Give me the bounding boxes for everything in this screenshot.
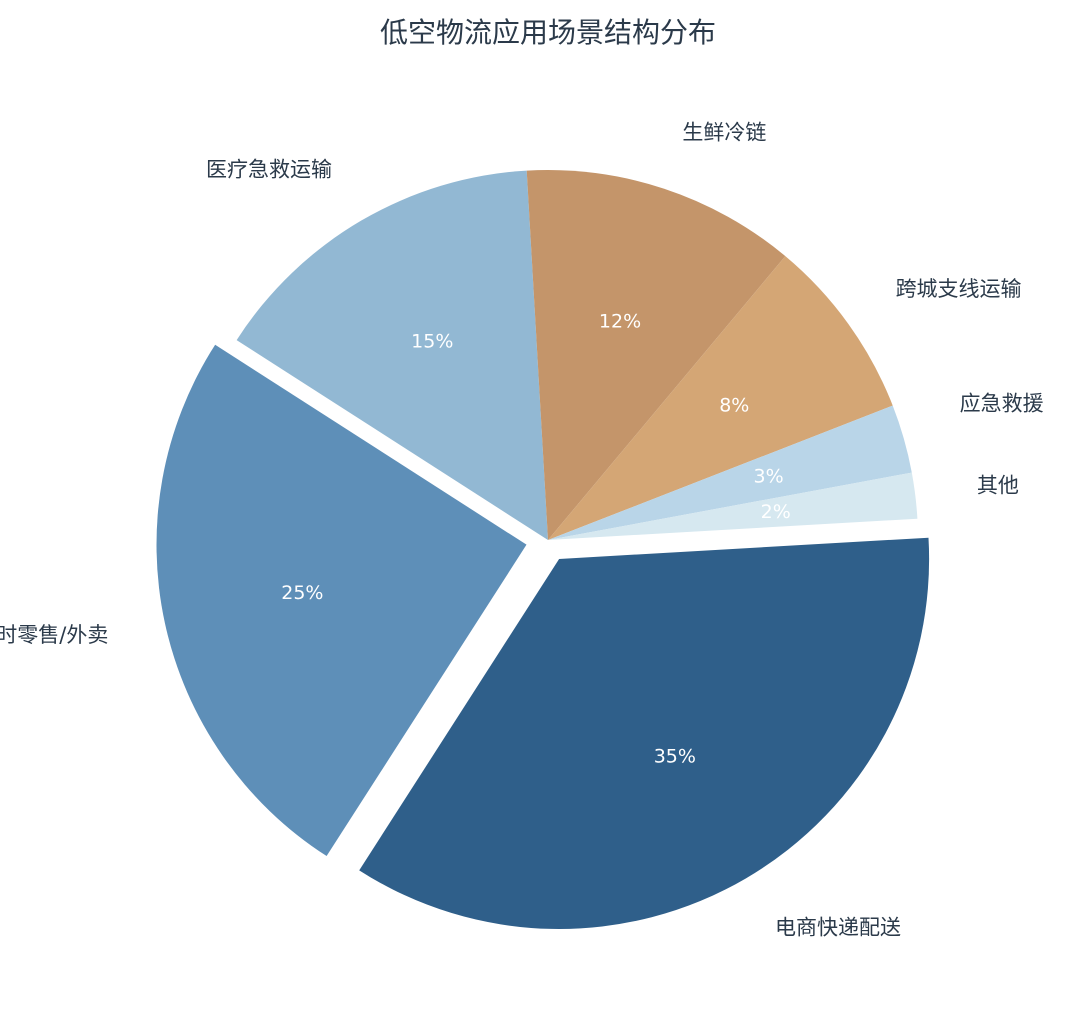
percent-label: 25% (281, 582, 323, 604)
percent-label: 8% (719, 395, 749, 417)
chart-title: 低空物流应用场景结构分布 (380, 16, 716, 49)
pie-slice (236, 170, 549, 540)
category-label: 跨城支线运输 (896, 277, 1022, 301)
category-label: 医疗急救运输 (206, 157, 332, 181)
pie-slice (359, 537, 930, 929)
category-label: 即时零售/外卖 (0, 623, 108, 647)
category-label: 电商快递配送 (775, 916, 901, 940)
percent-label: 35% (654, 746, 696, 768)
category-label: 应急救援 (960, 392, 1044, 416)
percent-label: 12% (599, 311, 641, 333)
pie-slice (548, 256, 893, 540)
percent-labels: 35% 25% 15% 12% 8% 3% 2% (281, 311, 791, 768)
percent-label: 2% (761, 501, 791, 523)
category-label: 生鲜冷链 (682, 121, 766, 145)
percent-label: 15% (411, 330, 453, 352)
pie-slice (156, 344, 527, 857)
pie-slice (548, 472, 918, 540)
pie-slices (156, 170, 930, 929)
pie-slice (548, 405, 912, 540)
category-label: 其他 (977, 474, 1019, 498)
pie-slice (526, 170, 786, 540)
percent-label: 3% (754, 466, 784, 488)
